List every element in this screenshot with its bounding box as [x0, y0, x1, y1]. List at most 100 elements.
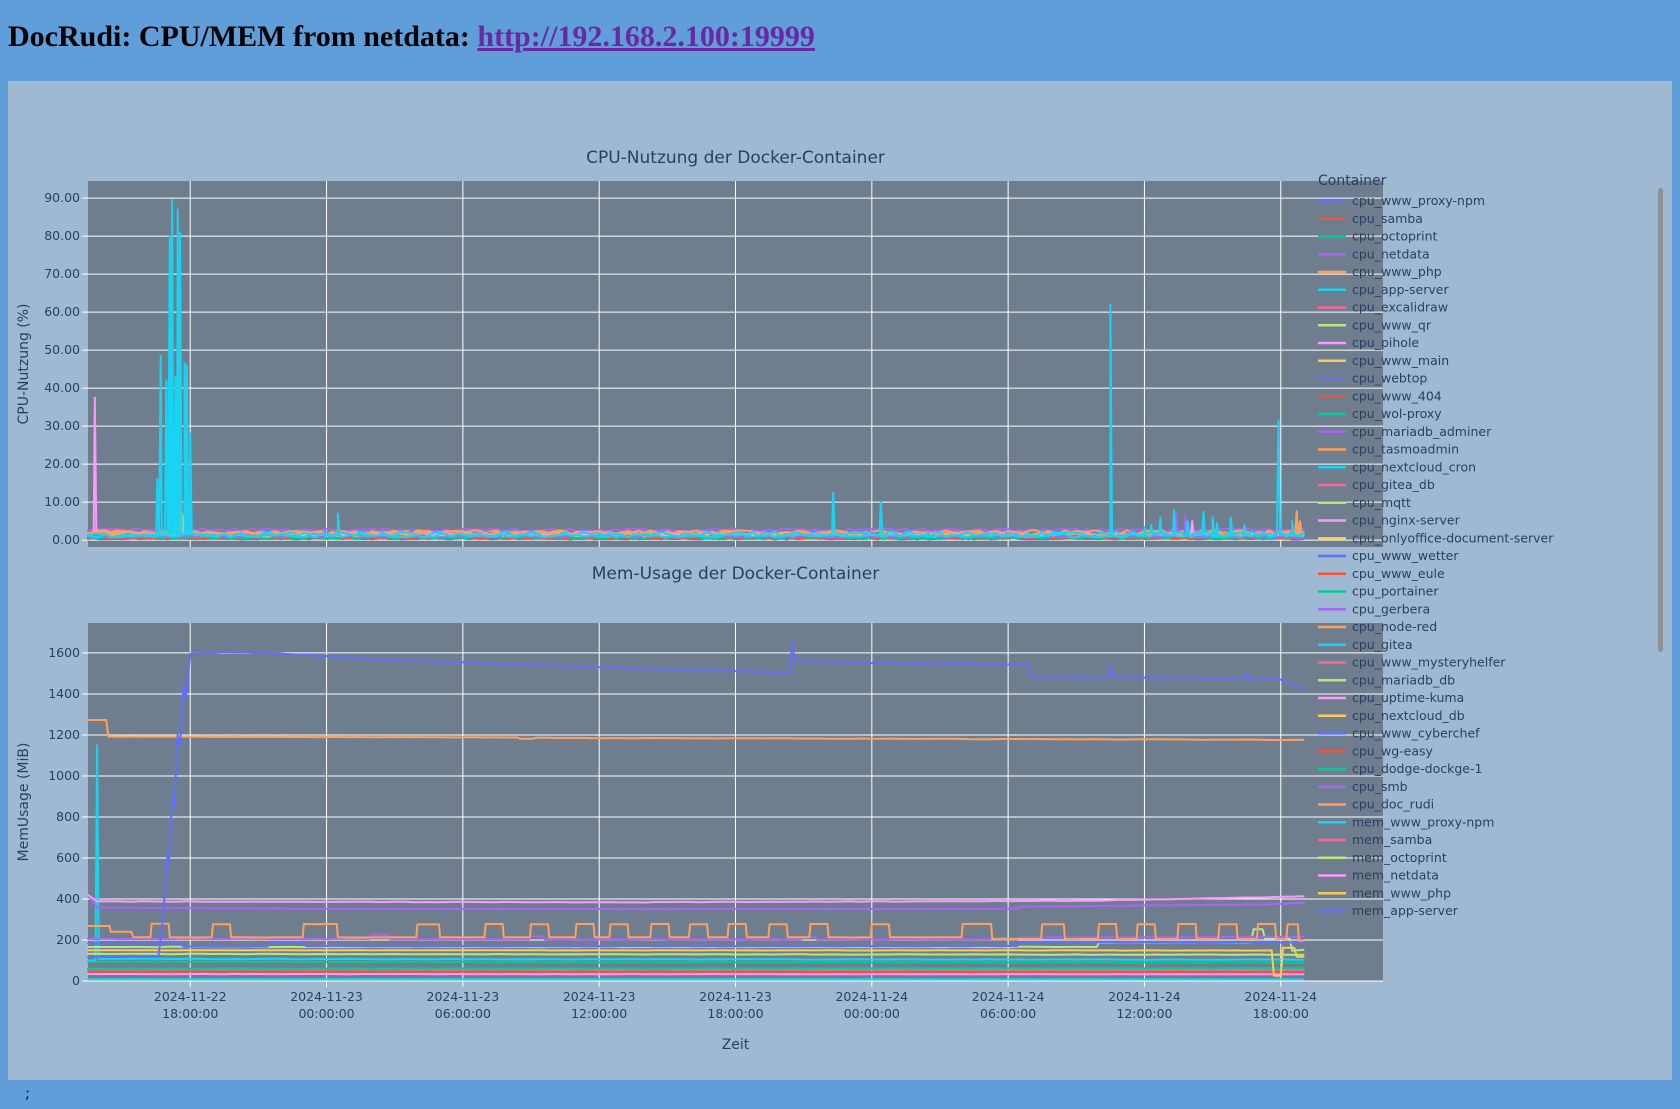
series-line-unlabeled [87, 933, 1305, 941]
x-axis-title: Zeit [722, 1037, 750, 1053]
legend-item-cpu_dodge-dockge-1[interactable]: cpu_dodge-dockge-1 [1318, 761, 1482, 776]
y-tick-label: 90.00 [44, 190, 80, 205]
legend-item-cpu_node-red[interactable]: cpu_node-red [1318, 619, 1437, 634]
legend-label: cpu_pihole [1352, 335, 1419, 350]
legend-item-cpu_smb[interactable]: cpu_smb [1318, 779, 1408, 794]
legend-item-cpu_www_cyberchef[interactable]: cpu_www_cyberchef [1318, 726, 1480, 741]
x-tick-time: 12:00:00 [1116, 1006, 1172, 1021]
x-tick-time: 06:00:00 [980, 1006, 1036, 1021]
x-tick-date: 2024-11-24 [1108, 989, 1181, 1004]
y-tick-label: 60.00 [44, 304, 80, 319]
legend-label: cpu_www_main [1352, 353, 1449, 368]
legend-label: cpu_mqtt [1352, 495, 1411, 510]
legend-label: mem_samba [1352, 832, 1432, 847]
page-header: DocRudi: CPU/MEM from netdata: http://19… [0, 0, 1680, 54]
legend-item-mem_www_php[interactable]: mem_www_php [1318, 885, 1451, 900]
legend-item-cpu_pihole[interactable]: cpu_pihole [1318, 335, 1419, 350]
legend-item-cpu_app-server[interactable]: cpu_app-server [1318, 282, 1449, 297]
legend-label: cpu_www_404 [1352, 388, 1442, 403]
page-title-text: DocRudi: CPU/MEM from netdata: [8, 20, 478, 53]
legend-item-cpu_webtop[interactable]: cpu_webtop [1318, 371, 1427, 386]
legend-label: cpu_wg-easy [1352, 743, 1434, 758]
legend-label: cpu_wol-proxy [1352, 406, 1442, 421]
legend-item-cpu_www_proxy-npm[interactable]: cpu_www_proxy-npm [1318, 193, 1485, 208]
x-tick-time: 18:00:00 [1253, 1006, 1309, 1021]
legend-item-cpu_octoprint[interactable]: cpu_octoprint [1318, 229, 1438, 244]
legend-item-mem_netdata[interactable]: mem_netdata [1318, 868, 1439, 883]
legend-item-cpu_onlyoffice-document-server[interactable]: cpu_onlyoffice-document-server [1318, 530, 1554, 545]
series-line-unlabeled [87, 893, 1305, 911]
legend-label: cpu_www_php [1352, 264, 1442, 279]
legend-item-cpu_uptime-kuma[interactable]: cpu_uptime-kuma [1318, 690, 1464, 705]
legend-item-cpu_netdata[interactable]: cpu_netdata [1318, 246, 1430, 261]
legend-item-cpu_gitea[interactable]: cpu_gitea [1318, 637, 1413, 652]
y-tick-label: 600 [56, 850, 80, 865]
legend-label: cpu_mariadb_db [1352, 672, 1455, 687]
legend-item-mem_app-server[interactable]: mem_app-server [1318, 903, 1459, 918]
x-tick-date: 2024-11-24 [972, 989, 1045, 1004]
legend-item-cpu_www_main[interactable]: cpu_www_main [1318, 353, 1449, 368]
legend-item-cpu_wol-proxy[interactable]: cpu_wol-proxy [1318, 406, 1442, 421]
legend-label: mem_www_proxy-npm [1352, 814, 1494, 829]
legend-label: cpu_octoprint [1352, 229, 1438, 244]
legend-label: cpu_www_proxy-npm [1352, 193, 1485, 208]
legend-item-cpu_mariadb_adminer[interactable]: cpu_mariadb_adminer [1318, 424, 1492, 439]
series-line-cpu_nextcloud_cron [87, 303, 1305, 539]
legend-item-cpu_mqtt[interactable]: cpu_mqtt [1318, 495, 1411, 510]
series-line-unlabeled [87, 940, 1305, 948]
series-line-unlabeled [87, 952, 1305, 956]
legend-scrollbar[interactable] [1658, 188, 1663, 652]
series-line-mem_app-server [87, 639, 1305, 959]
legend-label: cpu_gitea_db [1352, 477, 1435, 492]
legend-item-cpu_excalidraw[interactable]: cpu_excalidraw [1318, 300, 1448, 315]
legend-item-cpu_wg-easy[interactable]: cpu_wg-easy [1318, 743, 1434, 758]
y-tick-label: 400 [56, 891, 80, 906]
x-tick-time: 18:00:00 [162, 1006, 218, 1021]
plotly-figure: 0.00 10.00 20.00 30.00 40.00 50.00 60.00 70.00 8… [8, 81, 1672, 1080]
legend-label: cpu_www_qr [1352, 317, 1432, 332]
series-line-mem_netdata [87, 893, 1305, 904]
legend-item-cpu_gerbera[interactable]: cpu_gerbera [1318, 601, 1430, 616]
legend-item-mem_samba[interactable]: mem_samba [1318, 832, 1432, 847]
legend-item-cpu_mariadb_db[interactable]: cpu_mariadb_db [1318, 672, 1455, 687]
y-tick-label: 200 [56, 932, 80, 947]
legend-item-cpu_portainer[interactable]: cpu_portainer [1318, 584, 1439, 599]
legend-item-cpu_www_php[interactable]: cpu_www_php [1318, 264, 1442, 279]
legend-label: mem_netdata [1352, 868, 1439, 883]
legend-label: cpu_onlyoffice-document-server [1352, 530, 1554, 545]
legend-label: cpu_gerbera [1352, 601, 1430, 616]
legend-label: cpu_uptime-kuma [1352, 690, 1464, 705]
legend-item-cpu_www_mysteryhelfer[interactable]: cpu_www_mysteryhelfer [1318, 655, 1506, 670]
legend-item-cpu_www_eule[interactable]: cpu_www_eule [1318, 566, 1445, 581]
x-tick-time: 00:00:00 [298, 1006, 354, 1021]
netdata-link[interactable]: http://192.168.2.100:19999 [477, 20, 815, 53]
legend-item-cpu_gitea_db[interactable]: cpu_gitea_db [1318, 477, 1435, 492]
legend-item-cpu_nextcloud_cron[interactable]: cpu_nextcloud_cron [1318, 459, 1476, 474]
cpu-chart: 0.00 10.00 20.00 30.00 40.00 50.00 60.00 70.00 8… [16, 148, 1383, 547]
legend-item-cpu_www_wetter[interactable]: cpu_www_wetter [1318, 548, 1459, 563]
x-tick-date: 2024-11-24 [835, 989, 908, 1004]
y-tick-label: 80.00 [44, 228, 80, 243]
legend-item-cpu_www_404[interactable]: cpu_www_404 [1318, 388, 1442, 403]
legend-item-mem_www_proxy-npm[interactable]: mem_www_proxy-npm [1318, 814, 1494, 829]
legend-item-cpu_nginx-server[interactable]: cpu_nginx-server [1318, 513, 1461, 528]
legend-label: mem_www_php [1352, 885, 1451, 900]
legend-item-cpu_www_qr[interactable]: cpu_www_qr [1318, 317, 1432, 332]
legend-item-mem_octoprint[interactable]: mem_octoprint [1318, 850, 1447, 865]
legend-label: mem_octoprint [1352, 850, 1447, 865]
legend-item-cpu_doc_rudi[interactable]: cpu_doc_rudi [1318, 797, 1434, 812]
legend-label: cpu_www_mysteryhelfer [1352, 655, 1506, 670]
legend-title: Container [1318, 173, 1387, 189]
series-line-cpu_app-server [87, 199, 1305, 539]
page-title: DocRudi: CPU/MEM from netdata: http://19… [8, 20, 1680, 54]
y-tick-label: 50.00 [44, 342, 80, 357]
legend-label: cpu_node-red [1352, 619, 1437, 634]
legend-item-cpu_nextcloud_db[interactable]: cpu_nextcloud_db [1318, 708, 1465, 723]
x-tick-date: 2024-11-24 [1244, 989, 1317, 1004]
y-tick-label: 70.00 [44, 266, 80, 281]
legend-label: cpu_www_cyberchef [1352, 726, 1480, 741]
legend-item-cpu_tasmoadmin[interactable]: cpu_tasmoadmin [1318, 442, 1459, 457]
series-line-unlabeled [87, 966, 1305, 970]
legend-label: cpu_www_wetter [1352, 548, 1459, 563]
legend-item-cpu_samba[interactable]: cpu_samba [1318, 211, 1423, 226]
